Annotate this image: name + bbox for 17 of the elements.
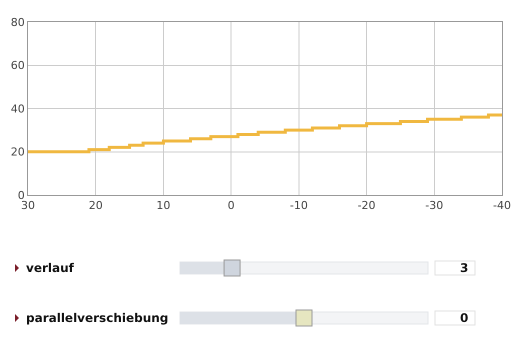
x-tick-label: 0 [228, 199, 235, 212]
x-tick-label: 10 [156, 199, 170, 212]
y-tick-label: 60 [10, 59, 25, 72]
y-tick-label: 0 [18, 188, 25, 202]
text: 3 [460, 261, 468, 275]
y-tick-label: 80 [10, 16, 25, 29]
y-tick-label: 20 [10, 146, 25, 159]
x-tick-label: -10 [290, 199, 308, 212]
x-tick-label: -30 [425, 199, 444, 212]
x-tick-label: 30 [21, 199, 35, 212]
x-tick-label: -40 [493, 199, 511, 212]
text: 0 [460, 311, 468, 325]
text: verlauf [26, 261, 75, 275]
x-tick-label: -20 [358, 199, 376, 212]
text: parallelverschiebung [26, 311, 168, 325]
x-tick-label: 20 [88, 199, 103, 212]
y-tick-label: 40 [10, 102, 25, 116]
